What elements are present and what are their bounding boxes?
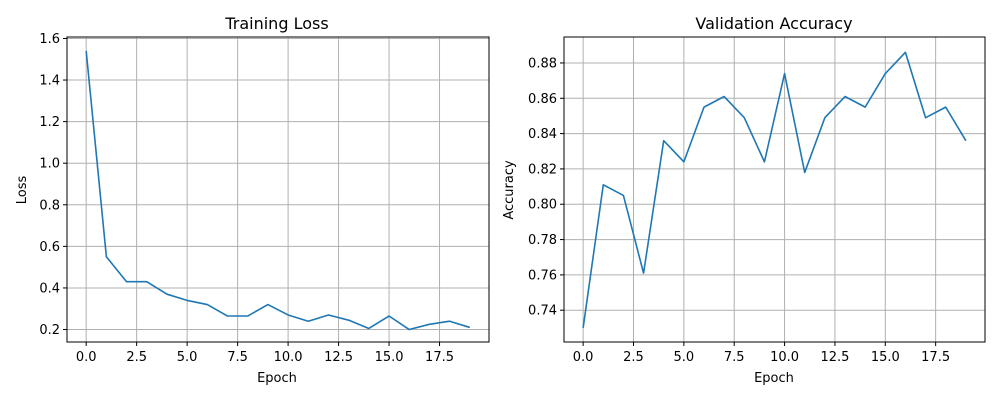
series [85,50,471,331]
y-tick-label: 0.4 [39,281,60,296]
y-axis-label: Loss [15,176,30,205]
y-tick-label: 1.2 [39,115,60,130]
y-tick-label: 0.2 [39,323,60,338]
validation-accuracy-panel: Validation Accuracy 0.0 2.5 5.0 7.5 10.0 12.5… [502,14,986,386]
y-tick-label: 0.6 [39,240,60,255]
plot-frame [563,36,986,343]
x-tick-label: 17.5 [921,350,950,365]
x-axis-label: Epoch [257,371,297,386]
x-tick-label: 5.0 [177,350,198,365]
plot-frame [66,36,490,343]
x-tick-label: 5.0 [674,350,695,365]
training-loss-panel: Training Loss 0.0 2.5 5.0 7.5 10.0 12.5 15.0 17… [15,14,490,386]
x-tick-label: 0.0 [76,350,97,365]
x-tick-label: 7.5 [227,350,248,365]
y-tick-label: 0.88 [528,56,557,71]
x-tick-label: 12.5 [324,350,353,365]
series-line [85,50,471,331]
ticks: 0.0 2.5 5.0 7.5 10.0 12.5 15.0 17.5 0.2 0.4 0.6 0.8… [39,32,454,365]
ticks: 0.0 2.5 5.0 7.5 10.0 12.5 15.0 17.5 0.74 0.76 0.78… [528,56,950,365]
y-tick-label: 0.86 [528,92,557,107]
y-tick-label: 1.4 [39,74,60,89]
x-tick-label: 7.5 [724,350,745,365]
y-axis-label: Accuracy [502,160,517,220]
grid [564,37,985,342]
y-tick-label: 0.74 [528,304,557,319]
series-line [582,51,967,328]
chart-title: Training Loss [224,14,328,33]
y-tick-label: 0.8 [39,198,60,213]
series [582,51,967,328]
y-tick-label: 0.84 [528,127,557,142]
x-tick-label: 10.0 [770,350,799,365]
x-tick-label: 0.0 [573,350,594,365]
x-tick-label: 10.0 [274,350,303,365]
x-tick-label: 2.5 [623,350,644,365]
y-tick-label: 0.76 [528,268,557,283]
y-tick-label: 0.80 [528,198,557,213]
x-tick-label: 2.5 [126,350,147,365]
x-tick-label: 15.0 [375,350,404,365]
x-axis-label: Epoch [754,371,794,386]
y-tick-label: 0.82 [528,162,557,177]
y-tick-label: 1.6 [39,32,60,47]
x-tick-label: 12.5 [820,350,849,365]
y-tick-label: 0.78 [528,233,557,248]
x-tick-label: 15.0 [871,350,900,365]
chart-title: Validation Accuracy [695,14,852,33]
x-tick-label: 17.5 [425,350,454,365]
grid [67,37,489,342]
y-tick-label: 1.0 [39,157,60,172]
